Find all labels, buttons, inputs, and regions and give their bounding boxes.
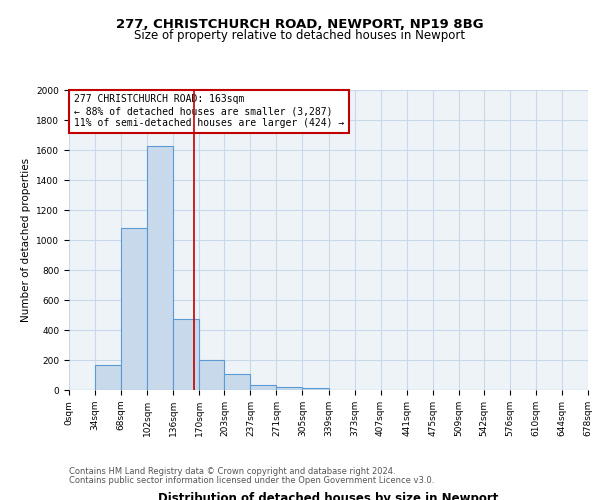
Bar [121,228,147,390]
Bar [173,319,199,390]
Bar [302,388,329,390]
Text: 277 CHRISTCHURCH ROAD: 163sqm
← 88% of detached houses are smaller (3,287)
11% o: 277 CHRISTCHURCH ROAD: 163sqm ← 88% of d… [74,94,344,128]
Text: Size of property relative to detached houses in Newport: Size of property relative to detached ho… [134,29,466,42]
Text: Contains public sector information licensed under the Open Government Licence v3: Contains public sector information licen… [69,476,434,485]
Bar [250,385,277,390]
Bar [277,387,302,390]
Bar [147,146,173,390]
Bar [224,374,250,390]
Text: 277, CHRISTCHURCH ROAD, NEWPORT, NP19 8BG: 277, CHRISTCHURCH ROAD, NEWPORT, NP19 8B… [116,18,484,30]
Text: Contains HM Land Registry data © Crown copyright and database right 2024.: Contains HM Land Registry data © Crown c… [69,467,395,476]
Bar [199,360,224,390]
Y-axis label: Number of detached properties: Number of detached properties [21,158,31,322]
Bar [95,364,121,390]
X-axis label: Distribution of detached houses by size in Newport: Distribution of detached houses by size … [158,492,499,500]
